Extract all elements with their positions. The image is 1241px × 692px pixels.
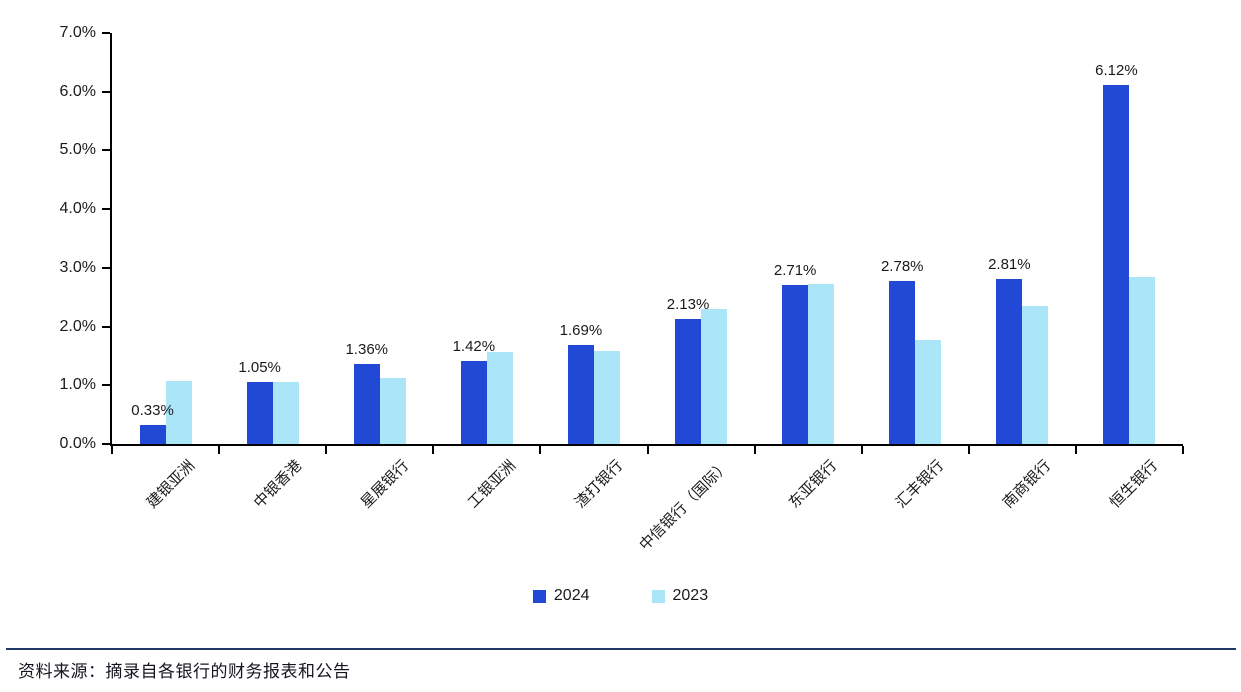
x-category-label: 东亚银行 xyxy=(785,457,841,512)
x-axis-tick xyxy=(753,446,756,454)
bar-2023 xyxy=(915,339,942,444)
y-axis-tick xyxy=(102,384,110,387)
x-axis-tick xyxy=(646,446,649,454)
x-axis-tick xyxy=(860,446,863,454)
bar-value-label: 6.12% xyxy=(1095,61,1138,79)
legend-label-2023: 2023 xyxy=(672,587,709,604)
bar-2023 xyxy=(701,308,728,444)
footer-divider xyxy=(6,648,1236,650)
x-category-label: 工银亚洲 xyxy=(464,457,519,512)
x-axis-tick xyxy=(432,446,435,454)
x-axis-tick xyxy=(1182,446,1184,454)
y-axis-tick xyxy=(102,90,110,93)
bar-2024 xyxy=(1103,84,1130,444)
legend-item-2023: 2023 xyxy=(651,587,709,605)
bar-2024 xyxy=(246,382,273,444)
x-category-label: 星展银行 xyxy=(357,457,412,512)
bar-value-label: 1.36% xyxy=(345,341,389,359)
x-axis-tick xyxy=(967,446,970,454)
x-category-label: 恒生银行 xyxy=(1107,457,1162,512)
bar-2024 xyxy=(139,424,166,444)
bar-2024 xyxy=(782,284,809,444)
x-axis-tick xyxy=(218,446,221,454)
bar-2023 xyxy=(486,351,513,444)
x-axis-tick xyxy=(111,446,113,454)
y-axis-tick xyxy=(102,32,110,34)
category-group: 0.33% xyxy=(112,33,219,444)
x-category-label: 渣打银行 xyxy=(571,457,627,512)
y-tick-label: 2.0% xyxy=(59,317,96,335)
x-axis-tick xyxy=(325,446,328,454)
bar-2023 xyxy=(1129,277,1156,444)
x-axis-tick xyxy=(539,446,542,454)
bar-2023 xyxy=(808,284,835,444)
category-group: 1.36% xyxy=(326,33,433,444)
bar-2023 xyxy=(272,381,299,444)
legend-swatch-2023 xyxy=(651,589,665,603)
bar-2024 xyxy=(353,364,380,444)
x-axis-tick xyxy=(1074,446,1077,454)
category-group: 1.05% xyxy=(219,33,326,444)
x-category-label: 南商银行 xyxy=(1000,457,1055,512)
bar-value-label: 1.05% xyxy=(238,359,281,377)
category-group: 6.12% xyxy=(1076,33,1183,444)
bar-value-label: 1.42% xyxy=(452,337,496,355)
legend: 2024 2023 xyxy=(0,587,1241,605)
y-axis-tick xyxy=(102,266,110,269)
category-group: 2.71% xyxy=(755,33,862,444)
bar-2024 xyxy=(567,344,594,444)
x-category-label: 汇丰银行 xyxy=(892,457,948,512)
y-axis-tick xyxy=(102,325,110,328)
y-tick-label: 5.0% xyxy=(59,141,96,159)
y-tick-label: 3.0% xyxy=(59,258,96,276)
legend-label-2024: 2024 xyxy=(553,587,590,604)
category-group: 1.69% xyxy=(540,33,647,444)
y-tick-label: 0.0% xyxy=(59,435,96,452)
category-group: 2.78% xyxy=(862,33,969,444)
plot-area: 0.33% 1.05% 1.36% 1.42% 1.69% 2.13% 2.71% 2.78%… xyxy=(102,32,1184,454)
bar-2023 xyxy=(593,351,620,444)
y-tick-label: 7.0% xyxy=(59,24,96,41)
bar-value-label: 2.78% xyxy=(880,257,924,275)
bar-value-label: 2.71% xyxy=(773,261,817,279)
source-note: 资料来源：摘录自各银行的财务报表和公告 xyxy=(18,662,351,681)
y-tick-label: 4.0% xyxy=(59,200,96,218)
y-axis-tick xyxy=(102,208,110,211)
bar-2023 xyxy=(379,377,406,444)
bar-2023 xyxy=(1022,306,1049,444)
x-category-label: 中银香港 xyxy=(250,457,305,512)
y-tick-label: 6.0% xyxy=(59,82,96,100)
bar-value-label: 0.33% xyxy=(131,401,174,419)
bar-value-label: 2.81% xyxy=(988,256,1031,274)
y-axis-tick xyxy=(102,149,110,152)
bar-2023 xyxy=(165,380,192,444)
y-tick-label: 1.0% xyxy=(59,376,96,394)
bar-value-label: 2.13% xyxy=(666,295,710,313)
legend-item-2024: 2024 xyxy=(532,587,590,605)
category-group: 1.42% xyxy=(433,33,540,444)
category-group: 2.81% xyxy=(969,33,1076,444)
bar-2024 xyxy=(996,279,1023,444)
bar-2024 xyxy=(460,360,487,444)
bar-2024 xyxy=(889,280,916,444)
x-category-label: 建银亚洲 xyxy=(143,457,198,512)
category-group: 2.13% xyxy=(648,33,755,444)
bar-value-label: 1.69% xyxy=(559,321,603,339)
y-axis-tick xyxy=(102,443,110,445)
x-category-label: 中信银行（国际） xyxy=(636,457,734,555)
bar-2024 xyxy=(675,318,702,444)
legend-swatch-2024 xyxy=(532,589,546,603)
